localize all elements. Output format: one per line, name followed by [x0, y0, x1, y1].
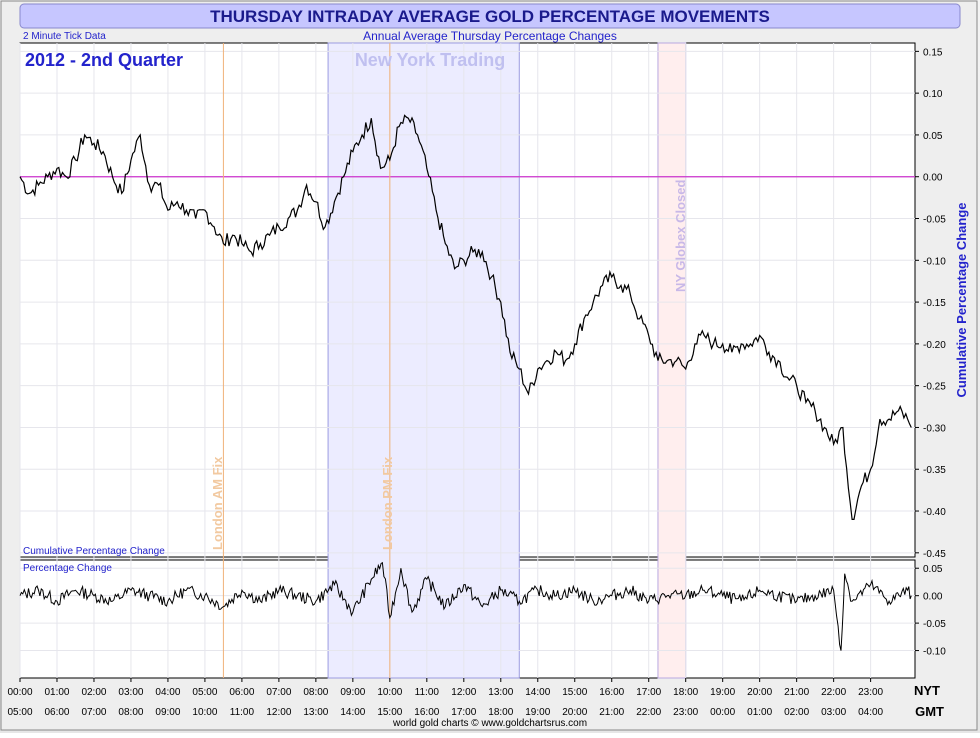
- tick-note: 2 Minute Tick Data: [23, 31, 106, 42]
- cumulative-series-line: [19, 114, 912, 520]
- y-tick-label: -0.25: [923, 382, 946, 393]
- x-tick-label-gmt: 04:00: [858, 707, 883, 718]
- x-tick-label-nyt: 22:00: [821, 687, 846, 698]
- y-tick-label: -0.30: [923, 423, 946, 434]
- x-tick-label-nyt: 14:00: [525, 687, 550, 698]
- x-tick-label-gmt: 12:00: [266, 707, 291, 718]
- x-tick-label-gmt: 06:00: [44, 707, 69, 718]
- nyt-axis-label: NYT: [914, 683, 940, 698]
- y-tick-label: -0.40: [923, 507, 946, 518]
- x-tick-label-gmt: 18:00: [488, 707, 513, 718]
- globex-closed-label: NY Globex Closed: [673, 179, 688, 292]
- x-tick-label-gmt: 17:00: [451, 707, 476, 718]
- title-bar: [19, 3, 961, 29]
- x-tick-label-nyt: 05:00: [192, 687, 217, 698]
- x-tick-label-gmt: 21:00: [599, 707, 624, 718]
- y-tick-label: 0.00: [923, 592, 943, 603]
- x-tick-label-nyt: 02:00: [81, 687, 106, 698]
- lower-panel-caption: Percentage Change: [23, 563, 112, 574]
- x-axis: 00:00 05:00 01:00 06:00 02:00 07:00 03:00 08:00…: [7, 678, 884, 718]
- x-tick-label-nyt: 00:00: [7, 687, 32, 698]
- x-tick-label-nyt: 19:00: [710, 687, 735, 698]
- footer-credit: world gold charts © www.goldchartsrus.co…: [392, 718, 587, 729]
- x-tick-label-nyt: 04:00: [155, 687, 180, 698]
- x-tick-label-gmt: 10:00: [192, 707, 217, 718]
- y-tick-label: -0.15: [923, 298, 946, 309]
- x-tick-label-nyt: 16:00: [599, 687, 624, 698]
- x-tick-label-nyt: 23:00: [858, 687, 883, 698]
- x-tick-label-gmt: 19:00: [525, 707, 550, 718]
- x-tick-label-gmt: 09:00: [155, 707, 180, 718]
- x-tick-label-nyt: 15:00: [562, 687, 587, 698]
- x-tick-label-gmt: 20:00: [562, 707, 587, 718]
- x-tick-label-nyt: 07:00: [266, 687, 291, 698]
- x-tick-label-nyt: 18:00: [673, 687, 698, 698]
- y-axis-title: Cumulative Percentage Change: [954, 202, 969, 397]
- chart-subtitle: Annual Average Thursday Percentage Chang…: [363, 29, 617, 43]
- x-tick-label-nyt: 13:00: [488, 687, 513, 698]
- event-lines: [222, 43, 391, 678]
- x-tick-label-nyt: 08:00: [303, 687, 328, 698]
- x-tick-label-nyt: 03:00: [118, 687, 143, 698]
- x-tick-label-gmt: 01:00: [747, 707, 772, 718]
- x-tick-label-gmt: 03:00: [821, 707, 846, 718]
- x-tick-label-gmt: 00:00: [710, 707, 735, 718]
- x-tick-label-nyt: 11:00: [415, 687, 440, 698]
- period-label: 2012 - 2nd Quarter: [25, 50, 183, 70]
- x-tick-label-nyt: 17:00: [636, 687, 661, 698]
- x-tick-label-nyt: 21:00: [784, 687, 809, 698]
- x-tick-label-gmt: 07:00: [81, 707, 106, 718]
- x-tick-label-gmt: 23:00: [673, 707, 698, 718]
- upper-panel-caption: Cumulative Percentage Change: [23, 546, 165, 557]
- gmt-axis-label: GMT: [915, 704, 944, 719]
- x-tick-label-gmt: 22:00: [636, 707, 661, 718]
- x-tick-label-nyt: 10:00: [377, 687, 402, 698]
- x-tick-label-nyt: 09:00: [340, 687, 365, 698]
- y-tick-label: 0.00: [923, 173, 943, 184]
- london-am-fix-label: London AM Fix: [210, 456, 225, 550]
- x-tick-label-gmt: 15:00: [377, 707, 402, 718]
- chart-title: THURSDAY INTRADAY AVERAGE GOLD PERCENTAG…: [210, 7, 770, 26]
- y-tick-label: 0.10: [923, 89, 943, 100]
- ny-trading-band: [327, 42, 520, 679]
- x-tick-label-gmt: 16:00: [414, 707, 439, 718]
- x-tick-label-nyt: 01:00: [44, 687, 69, 698]
- x-tick-label-gmt: 14:00: [340, 707, 365, 718]
- grid-lines: [19, 43, 915, 678]
- x-tick-label-gmt: 08:00: [118, 707, 143, 718]
- percentage-series-line: [19, 561, 912, 651]
- x-tick-label-nyt: 12:00: [451, 687, 476, 698]
- y-tick-label: -0.45: [923, 549, 946, 560]
- y-tick-label: -0.10: [923, 647, 946, 658]
- y-tick-label: -0.05: [923, 619, 946, 630]
- y-tick-label: 0.15: [923, 47, 943, 58]
- x-tick-label-gmt: 02:00: [784, 707, 809, 718]
- x-tick-label-nyt: 20:00: [747, 687, 772, 698]
- x-tick-label-gmt: 05:00: [7, 707, 32, 718]
- x-tick-label-nyt: 06:00: [229, 687, 254, 698]
- y-tick-label: -0.35: [923, 465, 946, 476]
- y-tick-label: -0.10: [923, 256, 946, 267]
- x-tick-label-gmt: 13:00: [303, 707, 328, 718]
- event-bands: [327, 42, 687, 679]
- ny-trading-label: New York Trading: [355, 50, 505, 70]
- upper-y-axis: 0.15 0.10 0.05 0.00 -0.05 -0.10 -0.15 -0.20 -0.2…: [915, 47, 946, 560]
- y-tick-label: -0.05: [923, 215, 946, 226]
- y-tick-label: 0.05: [923, 564, 943, 575]
- lower-y-axis: 0.05 0.00 -0.05 -0.10: [915, 564, 946, 658]
- london-pm-fix-label: London PM Fix: [380, 456, 395, 550]
- y-tick-label: 0.05: [923, 131, 943, 142]
- x-tick-label-gmt: 11:00: [230, 707, 255, 718]
- y-tick-label: -0.20: [923, 340, 946, 351]
